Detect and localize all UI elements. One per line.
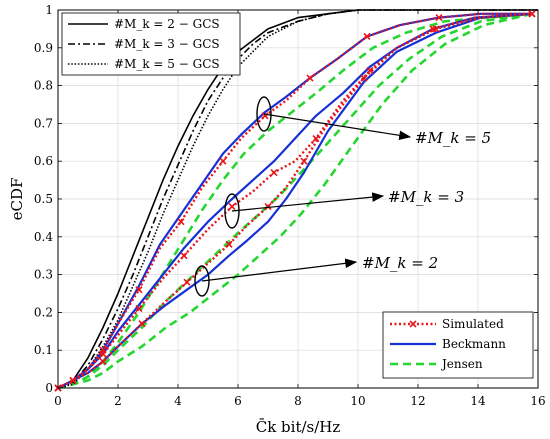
annotation-arrow: [263, 113, 412, 141]
annotation-label: #M_k = 5: [415, 129, 491, 147]
legend-bottom-right: Simulated Beckmann Jensen: [382, 311, 534, 379]
y-tick-label: 0.2: [34, 305, 53, 319]
series-point-marker: [219, 157, 227, 165]
x-tick-label: 0: [54, 394, 62, 408]
legend-item-label: #M_k = 2 − GCS: [114, 17, 220, 31]
y-tick-label: 0.3: [34, 268, 53, 282]
series-point-marker: [135, 305, 143, 313]
legend-item-label: Simulated: [442, 317, 504, 331]
series-point-marker: [300, 157, 308, 165]
legend-item-label: Beckmann: [442, 337, 506, 351]
series-point-marker: [99, 357, 107, 366]
series-point-marker: [264, 202, 272, 211]
legend-top-left: #M_k = 2 − GCS #M_k = 3 − GCS #M_k = 5 − G…: [61, 12, 241, 76]
y-tick-label: 0.6: [34, 154, 53, 168]
legend-item-label: Jensen: [440, 357, 483, 371]
x-tick-label: 10: [350, 394, 365, 408]
y-tick-label: 0.7: [34, 116, 53, 130]
series-point-marker: [177, 218, 185, 226]
x-tick-label: 16: [530, 394, 545, 408]
x-tick-label: 14: [470, 394, 486, 408]
annotation-arrow: [231, 192, 385, 212]
y-tick-label: 0.1: [34, 343, 53, 357]
annotations-layer: #M_k = 5 #M_k = 3 #M_k = 2: [194, 96, 491, 297]
series-point-marker: [363, 32, 371, 41]
y-tick-label: 0: [45, 381, 53, 395]
annotation-label: #M_k = 2: [362, 254, 438, 272]
series-line--m-k-3-gcs: [57, 9, 538, 389]
series-point-marker: [180, 252, 188, 260]
series-point-marker: [432, 25, 440, 33]
series-point-marker: [261, 112, 269, 120]
series-point-marker: [528, 10, 536, 18]
y-axis-label: eCDF: [8, 178, 26, 221]
annotation-ellipse: [224, 193, 240, 229]
y-tick-label: 0.4: [34, 230, 53, 244]
annotation-label: #M_k = 3: [388, 188, 464, 206]
legend-marker: [409, 320, 417, 328]
series-point-marker: [183, 278, 191, 286]
annotation-ellipse: [194, 265, 210, 297]
series-point-marker: [99, 350, 107, 358]
series-line--m-k-5-gcs: [57, 9, 538, 389]
series-point-marker: [225, 240, 233, 248]
annotation-arrow: [201, 258, 358, 282]
legend-item-label: #M_k = 5 − GCS: [114, 57, 220, 71]
series-point-marker: [360, 74, 368, 82]
tick-marks: [57, 9, 539, 389]
x-tick-label: 4: [174, 394, 182, 408]
x-tick-label: 12: [410, 394, 425, 408]
series-point-marker: [435, 13, 443, 22]
annotation-ellipse: [256, 96, 272, 132]
series-point-marker: [270, 168, 278, 177]
series-point-marker: [228, 202, 236, 211]
legend-item-label: #M_k = 3 − GCS: [114, 37, 220, 51]
series-point-marker: [69, 376, 77, 385]
y-tick-label: 1: [45, 3, 53, 17]
series-line-simulated-m-k-5: [57, 12, 532, 390]
y-tick-label: 0.5: [34, 192, 53, 206]
series-point-marker: [306, 74, 314, 82]
y-tick-label: 0.9: [34, 41, 53, 55]
y-tick-label: 0.8: [34, 79, 53, 93]
x-axis-label: C̄k bit/s/Hz: [256, 418, 341, 436]
series-point-marker: [138, 320, 146, 328]
series-point-marker: [135, 286, 143, 294]
x-tick-label: 2: [114, 394, 122, 408]
x-tick-label: 6: [234, 394, 242, 408]
series-layer: [54, 9, 538, 392]
x-tick-label: 8: [294, 394, 302, 408]
series-point-marker: [366, 66, 374, 75]
